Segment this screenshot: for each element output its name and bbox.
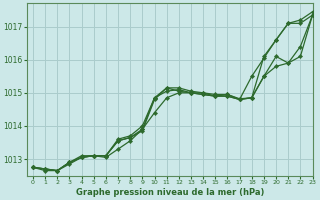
X-axis label: Graphe pression niveau de la mer (hPa): Graphe pression niveau de la mer (hPa) — [76, 188, 264, 197]
